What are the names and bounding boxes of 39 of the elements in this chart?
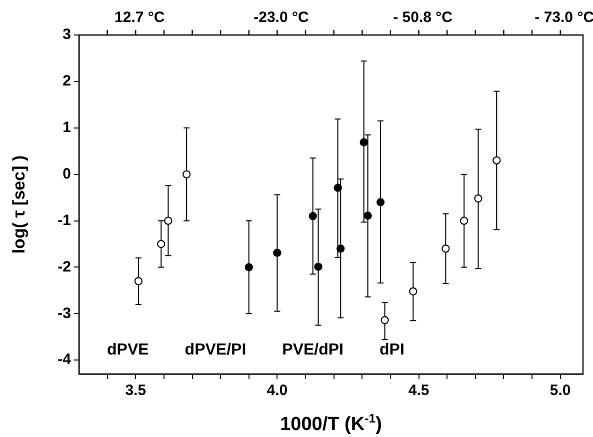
annotation: dPVE [107,341,150,358]
x-tick-label: 5.0 [550,382,571,400]
y-tick-label: -1 [58,212,71,229]
y-tick-label: 3 [62,26,71,44]
point [474,194,482,202]
point [409,287,418,296]
annotation: dPI [379,341,404,358]
y-tick-label: -4 [58,351,72,368]
point [244,263,253,272]
y-tick-label: 1 [62,119,71,136]
point [360,138,368,146]
text: -23.0 °C [254,9,309,26]
x-tick-label: 3.5 [125,382,146,400]
point [334,184,342,192]
point [336,244,345,253]
y-tick-label: -3 [58,304,71,322]
y-tick-label: 2 [62,72,71,90]
point [182,170,191,178]
annotation: PVE/dPI [282,341,344,358]
point [134,277,142,286]
x-tick-label: 4.5 [408,382,430,400]
point [492,156,501,164]
y-tick-label: -2 [58,258,71,276]
point [314,262,322,271]
point [364,212,372,220]
text: 12.7 °C [114,9,165,26]
point [376,198,385,206]
y-axis-title: log( τ [sec] ) [10,155,29,254]
x-tick-label: 4.0 [266,382,288,400]
point [164,216,172,225]
point [380,316,389,324]
text: - 50.8 °C [393,9,453,26]
point [460,216,468,225]
point [442,244,450,253]
point [273,248,282,257]
point [308,212,317,220]
annotation: dPVE/PI [184,341,246,358]
y-tick-label: 0 [62,165,71,182]
point [157,240,166,248]
